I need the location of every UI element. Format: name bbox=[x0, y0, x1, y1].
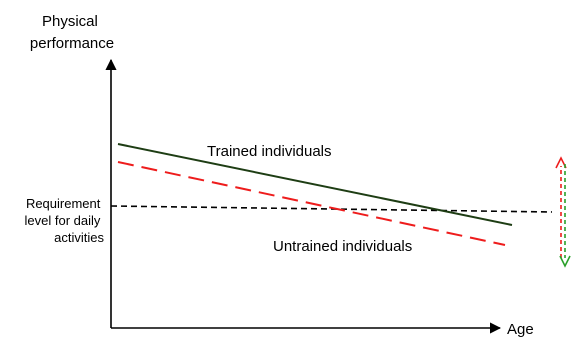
green-down-arrow-head bbox=[559, 255, 571, 268]
y-axis-label: Physical performance bbox=[30, 13, 114, 52]
y-axis-label-line-1: Physical bbox=[42, 13, 98, 30]
x-axis-label: Age bbox=[507, 321, 534, 337]
trained-individuals-label: Trained individuals bbox=[207, 143, 332, 160]
y-axis-label-line-2: performance bbox=[30, 35, 114, 52]
requirement-label-line-2: level for daily bbox=[25, 213, 101, 228]
requirement-label-line-3: activities bbox=[54, 230, 104, 245]
requirement-label-line-1: Requirement bbox=[26, 196, 101, 211]
trained-individuals-line bbox=[117, 143, 513, 226]
untrained-individuals-line bbox=[117, 161, 506, 246]
requirement-level-line bbox=[110, 205, 553, 213]
requirement-level-label: Requirement level for daily activities bbox=[25, 196, 105, 245]
untrained-individuals-label: Untrained individuals bbox=[273, 238, 412, 255]
green-down-arrow bbox=[559, 164, 571, 268]
